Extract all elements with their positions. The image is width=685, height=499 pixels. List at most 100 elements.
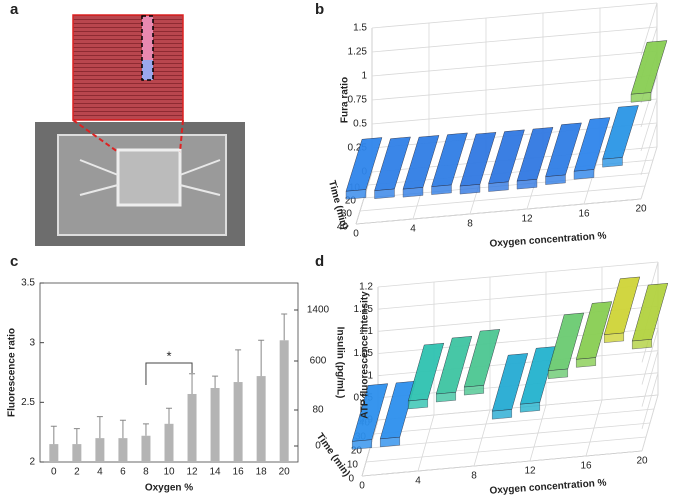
ribbon-side <box>345 189 367 200</box>
panel-label: c <box>10 253 18 270</box>
x-tick-label: 10 <box>163 467 175 478</box>
grid-line <box>640 74 658 128</box>
x-tick-label: 8 <box>467 219 473 230</box>
x-tick-label: 12 <box>521 214 533 225</box>
ribbon-side <box>408 398 428 410</box>
z-tick-label: 0.75 <box>348 95 368 106</box>
ribbon-side <box>402 187 424 198</box>
bar <box>210 388 220 462</box>
time-tick-label: 20 <box>345 196 357 207</box>
grid-line <box>640 98 658 152</box>
z-axis-title: Fura ratio <box>340 77 351 123</box>
significance-bracket <box>145 362 193 385</box>
ribbon-side <box>459 184 481 195</box>
x-axis-title: Oxygen concentration % <box>489 478 607 497</box>
error-bar <box>166 407 172 424</box>
bar <box>95 438 105 462</box>
x-tick-label: 4 <box>415 476 421 487</box>
x-tick-label: 4 <box>97 467 103 478</box>
z-tick-label: 1 <box>361 71 367 82</box>
y-tick-label: 2.5 <box>21 397 35 408</box>
y2-axis-title: Insulin (pg/mL) <box>334 327 345 399</box>
error-bar <box>212 375 219 389</box>
z-tick-label: 0.5 <box>353 119 367 130</box>
x-tick-label: 12 <box>186 467 198 478</box>
grid-line <box>365 436 647 463</box>
z-tick-label: 1.1 <box>359 326 373 337</box>
ribbon-side <box>576 357 596 368</box>
bar <box>141 435 151 462</box>
grid-line <box>361 450 643 477</box>
panel-label: d <box>315 253 324 270</box>
grid-line <box>377 261 659 288</box>
x-tick-label: 16 <box>233 467 245 478</box>
grid-line <box>371 2 658 29</box>
bar <box>256 376 266 462</box>
z-tick-label: 1.15 <box>354 304 374 315</box>
time-tick-label: 30 <box>341 209 353 220</box>
grid-line <box>640 2 658 56</box>
panel-label: b <box>315 1 324 18</box>
time-tick-label: 10 <box>347 460 359 471</box>
grid-line <box>641 372 659 429</box>
x-tick-label: 20 <box>279 467 291 478</box>
x-axis-title: Oxygen % <box>145 483 193 494</box>
grid-line <box>377 283 659 310</box>
ribbon <box>631 283 669 342</box>
ribbon-side <box>488 181 509 192</box>
ribbon-side <box>516 179 538 190</box>
ribbon-side <box>548 368 568 379</box>
ribbon-side <box>520 402 540 413</box>
z-tick-label: 1.5 <box>353 23 367 34</box>
grid-line <box>371 26 658 53</box>
z-tick-label: 1.05 <box>354 348 374 359</box>
error-bar <box>235 349 242 383</box>
time-tick-label: 20 <box>351 446 363 457</box>
grid-line <box>371 98 658 125</box>
y2-tick-label: 600 <box>310 356 327 367</box>
grid-line <box>373 408 655 435</box>
error-bar <box>50 425 57 445</box>
y-axis-title: Fluorescence ratio <box>7 328 18 417</box>
x-tick-label: 20 <box>636 456 648 467</box>
grid-line <box>641 350 659 407</box>
ribbon-side <box>431 184 452 195</box>
z-tick-label: 1.25 <box>348 47 368 58</box>
y-tick-label: 2 <box>29 457 35 468</box>
x-axis-title: Oxygen concentration % <box>489 231 607 250</box>
y2-tick-label: 0 <box>315 441 321 452</box>
x-tick-label: 12 <box>524 466 536 477</box>
error-bar <box>73 428 80 445</box>
ribbon-side <box>464 385 484 396</box>
y2-tick-label: 1400 <box>307 305 330 316</box>
bar <box>279 340 289 462</box>
z-tick-label: 1.2 <box>359 282 373 293</box>
y-tick-label: 3.5 <box>21 278 35 289</box>
z-tick-label: 0.25 <box>348 143 368 154</box>
x-tick-label: 4 <box>410 224 416 235</box>
z-tick-label: 0.95 <box>354 392 374 403</box>
panel-a-image <box>35 14 245 246</box>
bar <box>187 393 197 462</box>
time-tick-label: 40 <box>337 222 349 233</box>
x-tick-label: 8 <box>143 467 149 478</box>
x-tick-label: 6 <box>120 467 126 478</box>
panel-label: a <box>10 1 19 18</box>
error-bar <box>142 423 149 436</box>
x-tick-label: 8 <box>471 471 477 482</box>
error-bar <box>258 339 265 377</box>
x-tick-label: 20 <box>635 204 647 215</box>
x-tick-label: 0 <box>353 229 359 240</box>
error-bar <box>96 416 103 439</box>
y2-tick-label: 80 <box>312 405 324 416</box>
grid-line <box>371 74 658 101</box>
ribbon-side <box>492 409 512 420</box>
x-tick-label: 2 <box>74 467 80 478</box>
bar <box>72 444 82 462</box>
bar <box>118 438 128 462</box>
ribbon-side <box>632 339 652 350</box>
ribbon-side <box>545 174 566 185</box>
x-tick-label: 18 <box>256 467 268 478</box>
ribbon-side <box>630 92 652 103</box>
grid-line <box>359 185 646 212</box>
